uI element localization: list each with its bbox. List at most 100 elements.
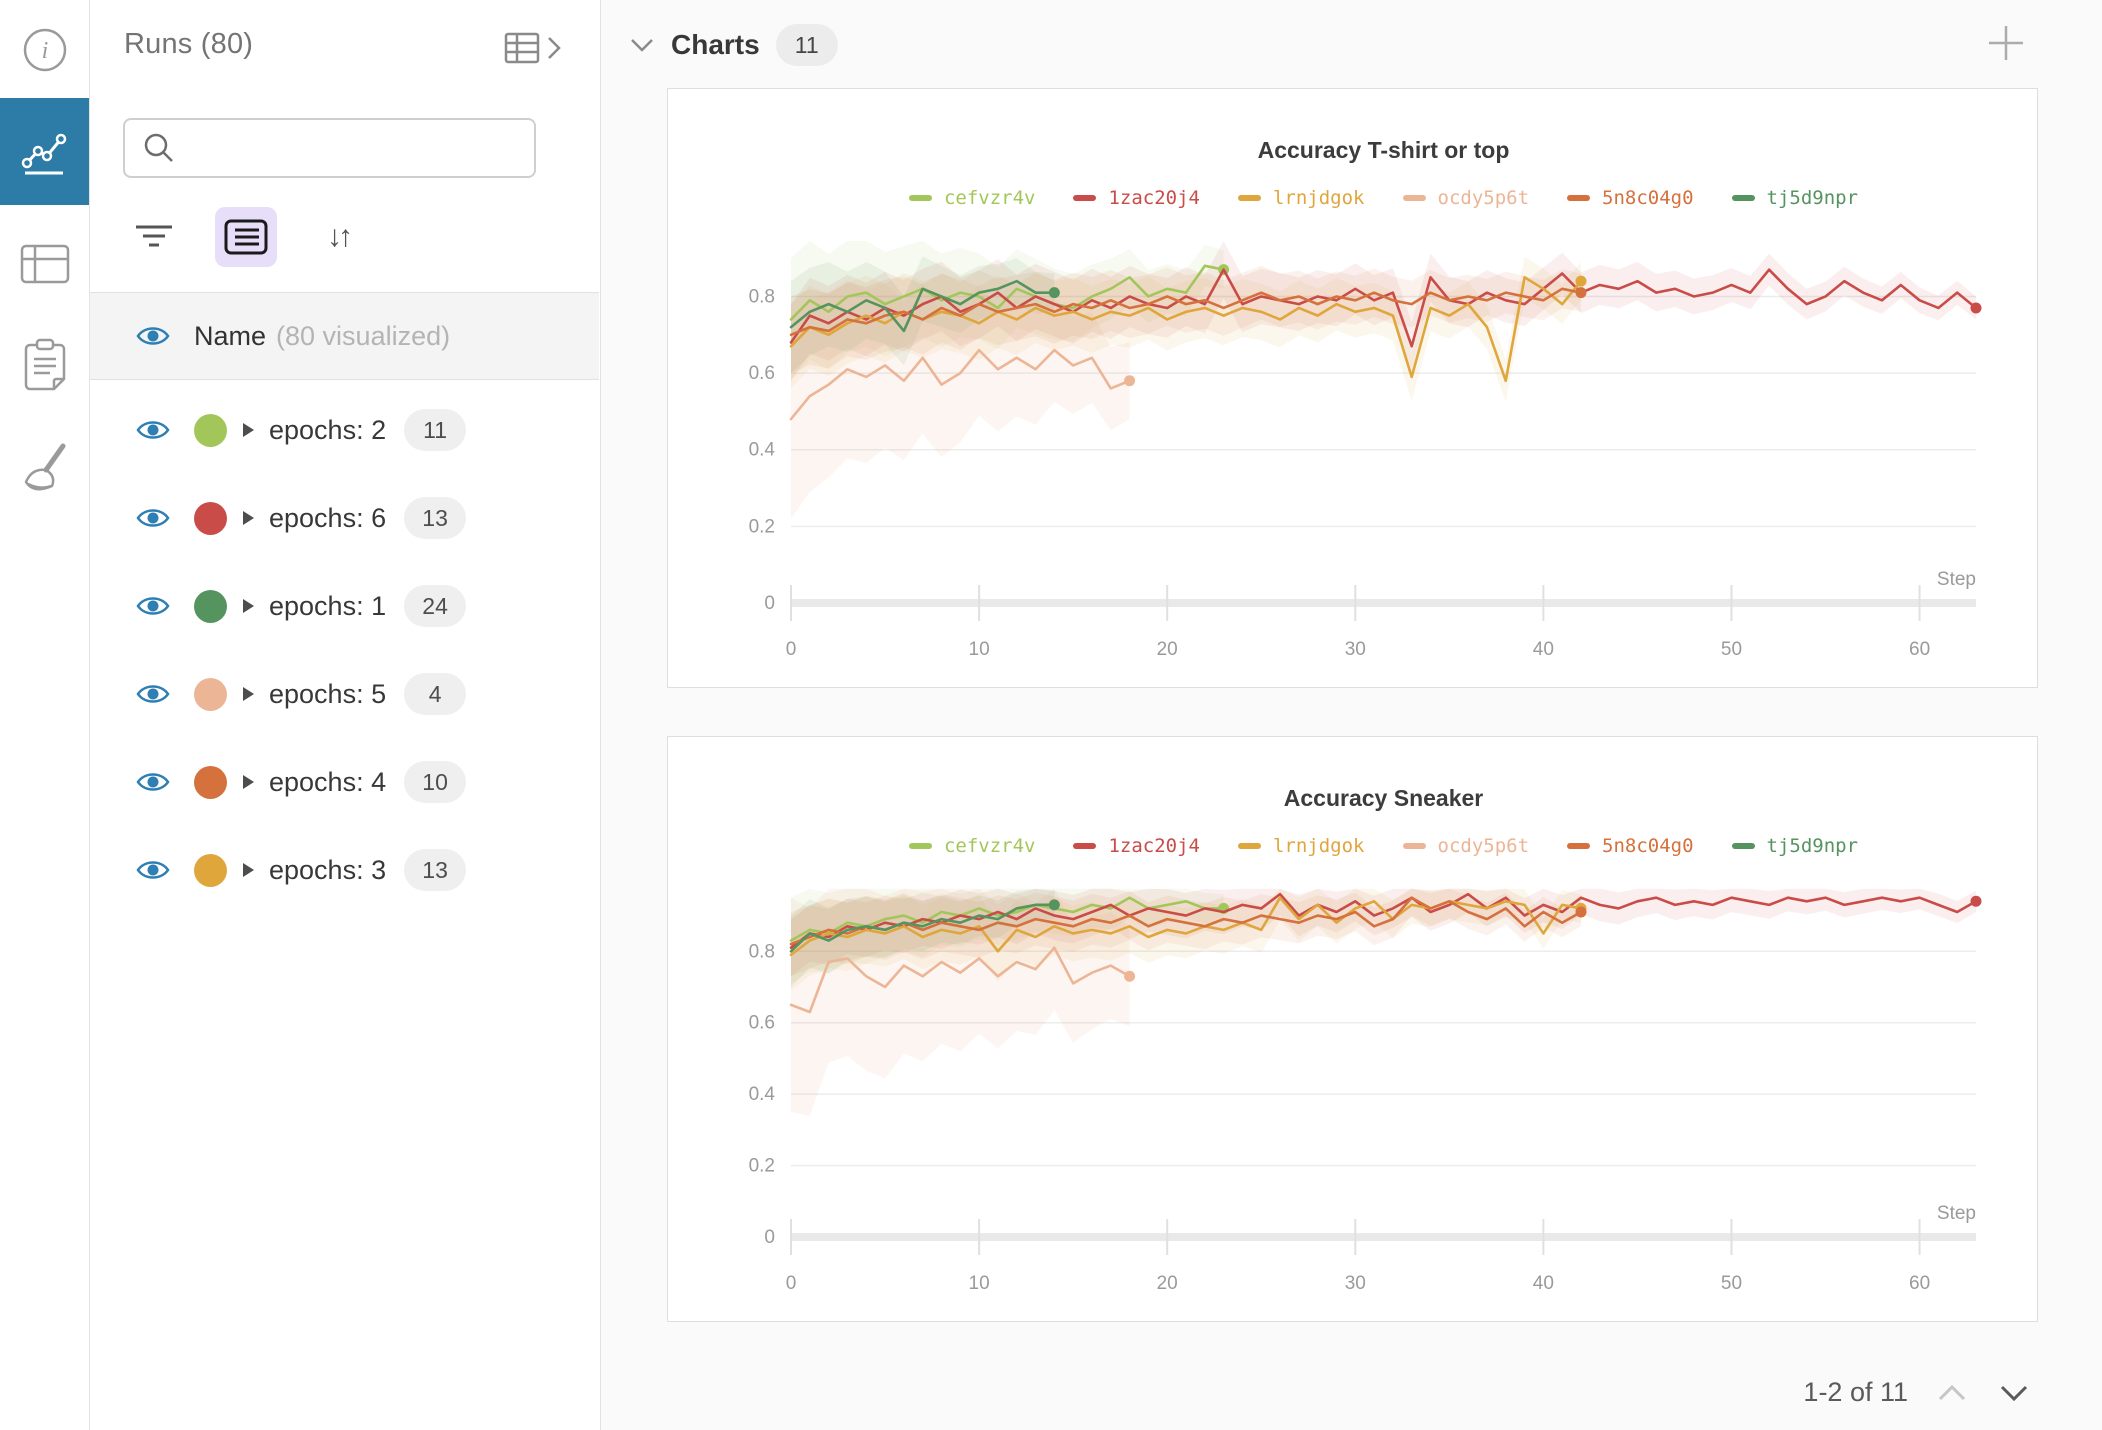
x-axis-label: Step: [1937, 1203, 1976, 1224]
y-tick-label: 0: [764, 593, 775, 614]
legend-swatch: [1237, 843, 1261, 849]
legend-item[interactable]: tj5d9npr: [1731, 835, 1859, 857]
legend-run-id: ocdy5p6t: [1437, 835, 1530, 857]
legend-item[interactable]: 5n8c04g0: [1567, 187, 1694, 209]
run-group-row[interactable]: epochs: 3 13: [90, 826, 599, 914]
run-group-row[interactable]: epochs: 1 24: [90, 562, 599, 650]
charts-section-title: Charts: [671, 29, 760, 60]
x-tick-label: 20: [1157, 1273, 1178, 1294]
eye-icon[interactable]: [136, 418, 170, 442]
legend-swatch: [1567, 195, 1591, 201]
eye-icon[interactable]: [136, 682, 170, 706]
chevron-down-icon[interactable]: [629, 36, 655, 54]
legend-item[interactable]: ocdy5p6t: [1402, 835, 1530, 857]
line-chart-plot[interactable]: 0 0.2 0.4 0.6 0.8 0 10 20 30 40 50 60 Step: [668, 89, 2037, 687]
run-group-count-badge: 13: [404, 497, 467, 539]
eye-icon[interactable]: [136, 770, 170, 794]
run-group-count-badge: 10: [404, 761, 467, 803]
left-icon-rail: i: [0, 0, 90, 1430]
series-line-cefvzr4v[interactable]: [789, 264, 1225, 321]
clipboard-icon[interactable]: [0, 330, 89, 400]
series-minmax-band: [791, 888, 1224, 984]
series-line-ocdy5p6t[interactable]: [789, 946, 1131, 1014]
runs-panel-title: Runs (80): [124, 28, 254, 60]
legend-item[interactable]: lrnjdgok: [1237, 187, 1365, 209]
broom-icon[interactable]: [0, 432, 89, 512]
series-end-dot: [1048, 899, 1060, 911]
x-axis-label: Step: [1937, 569, 1976, 590]
legend-item[interactable]: 5n8c04g0: [1567, 835, 1694, 857]
runs-controls-row: ↓↑: [123, 206, 369, 268]
eye-icon[interactable]: [136, 594, 170, 618]
line-chart-icon[interactable]: [0, 98, 89, 205]
add-panel-button[interactable]: [1985, 22, 2027, 69]
run-group-row[interactable]: epochs: 6 13: [90, 474, 599, 562]
series-line-5n8c04g0[interactable]: [789, 287, 1583, 337]
caret-right-icon[interactable]: [243, 423, 254, 437]
run-group-count-badge: 24: [404, 585, 467, 627]
runs-table-icon: [504, 32, 540, 64]
legend-item[interactable]: lrnjdgok: [1237, 835, 1365, 857]
runs-panel: Runs (80) ↓↑ Name (80 visualized) epochs…: [90, 0, 601, 1430]
expand-runs-table-button[interactable]: [504, 30, 562, 66]
legend-run-id: 1zac20j4: [1108, 187, 1200, 209]
page-up-icon[interactable]: [1934, 1381, 1970, 1405]
series-minmax-band: [791, 256, 1581, 403]
runs-name-header-row[interactable]: Name (80 visualized): [90, 292, 599, 380]
series-line-tj5d9npr[interactable]: [789, 279, 1056, 333]
caret-right-icon[interactable]: [243, 511, 254, 525]
list-view-icon[interactable]: [215, 207, 277, 267]
run-search-input[interactable]: [123, 118, 536, 178]
x-axis-bar[interactable]: [791, 1233, 1976, 1241]
caret-right-icon[interactable]: [243, 863, 254, 877]
eye-icon[interactable]: [136, 324, 170, 348]
caret-right-icon[interactable]: [243, 599, 254, 613]
legend-swatch: [1567, 843, 1591, 849]
run-group-row[interactable]: epochs: 2 11: [90, 386, 599, 474]
line-chart-plot[interactable]: 0 0.2 0.4 0.6 0.8 0 10 20 30 40 50 60 Step: [668, 737, 2037, 1321]
series-end-dot: [1124, 970, 1136, 982]
x-tick-label: 50: [1721, 639, 1742, 660]
charts-count-badge: 11: [775, 24, 838, 66]
legend-item[interactable]: cefvzr4v: [908, 835, 1035, 857]
page-down-icon[interactable]: [1996, 1381, 2032, 1405]
caret-right-icon[interactable]: [243, 775, 254, 789]
chart-panel-accuracy-tshirt[interactable]: Accuracy T-shirt or top cefvzr4v 1zac20j4 l…: [667, 88, 2038, 688]
chart-legend: cefvzr4v 1zac20j4 lrnjdgok ocdy5p6t 5n8c04g0…: [791, 187, 1976, 209]
series-minmax-band: [791, 888, 1976, 977]
legend-run-id: 1zac20j4: [1108, 835, 1200, 857]
legend-item[interactable]: 1zac20j4: [1073, 835, 1200, 857]
series-line-5n8c04g0[interactable]: [789, 896, 1583, 946]
series-end-dot: [1575, 906, 1587, 918]
caret-right-icon[interactable]: [243, 687, 254, 701]
x-tick-label: 40: [1533, 639, 1554, 660]
legend-run-id: tj5d9npr: [1766, 835, 1859, 857]
x-axis-bar[interactable]: [791, 599, 1976, 607]
chart-panel-accuracy-sneaker[interactable]: Accuracy Sneaker cefvzr4v 1zac20j4 lrnjdgok…: [667, 736, 2038, 1322]
charts-section-header[interactable]: Charts 11: [629, 24, 838, 66]
run-group-row[interactable]: epochs: 5 4: [90, 650, 599, 738]
run-group-count-badge: 13: [404, 849, 467, 891]
legend-run-id: tj5d9npr: [1766, 187, 1859, 209]
eye-icon[interactable]: [136, 858, 170, 882]
table-icon[interactable]: [0, 234, 89, 294]
series-end-dot: [1575, 275, 1587, 287]
x-tick-label: 60: [1909, 639, 1930, 660]
chart-legend: cefvzr4v 1zac20j4 lrnjdgok ocdy5p6t 5n8c04g0…: [791, 835, 1976, 857]
series-line-ocdy5p6t[interactable]: [789, 348, 1131, 421]
x-tick-label: 40: [1533, 1273, 1554, 1294]
legend-item[interactable]: tj5d9npr: [1731, 187, 1859, 209]
info-icon[interactable]: i: [0, 18, 89, 82]
filter-icon[interactable]: [123, 207, 185, 267]
legend-swatch: [1402, 843, 1426, 849]
legend-run-id: 5n8c04g0: [1602, 187, 1694, 209]
run-group-row[interactable]: epochs: 4 10: [90, 738, 599, 826]
legend-run-id: lrnjdgok: [1272, 835, 1365, 857]
sort-icon[interactable]: ↓↑: [327, 220, 353, 253]
eye-icon[interactable]: [136, 506, 170, 530]
y-tick-label: 0.4: [749, 1084, 776, 1105]
legend-item[interactable]: cefvzr4v: [908, 187, 1035, 209]
legend-item[interactable]: 1zac20j4: [1073, 187, 1200, 209]
legend-item[interactable]: ocdy5p6t: [1402, 187, 1529, 209]
series-line-tj5d9npr[interactable]: [789, 903, 1056, 953]
